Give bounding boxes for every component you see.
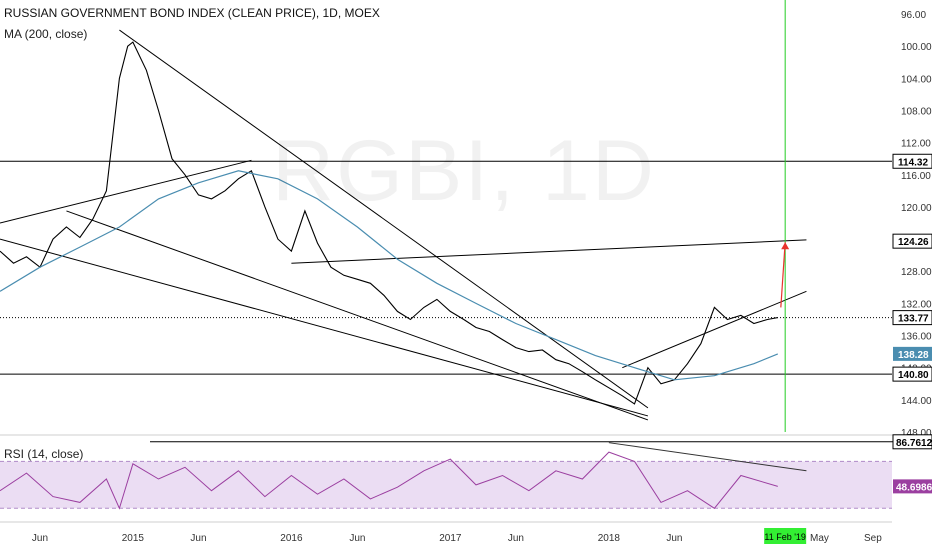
date-axis-tick-label: 2017	[439, 533, 462, 544]
date-axis-tick-label: Jun	[190, 533, 206, 544]
rsi-band	[0, 461, 892, 509]
price-label-text: 138.28	[898, 350, 929, 361]
rsi-label-badge	[893, 479, 932, 494]
watermark: RGBI, 1D	[272, 123, 656, 219]
price-label-badge	[892, 233, 932, 249]
date-axis-tick-label: Jun	[349, 533, 365, 544]
price-axis-tick-label: 144.00	[901, 396, 932, 407]
price-axis-tick-label: 108.00	[901, 106, 932, 117]
target-arrow-head	[781, 242, 790, 250]
date-axis-tick-label: May	[810, 533, 829, 544]
price-axis-tick-label: 112.00	[901, 139, 931, 150]
rsi-label-badge	[892, 434, 932, 450]
price-axis-tick-label: 148.00	[901, 428, 932, 439]
rsi-legend[interactable]: RSI (14, close)	[4, 447, 84, 461]
price-axis-tick-label: 136.00	[901, 332, 932, 343]
date-axis-tick-label: Jun	[666, 533, 682, 544]
price-label-text: 133.77	[898, 314, 929, 325]
price-plot-area	[0, 14, 892, 432]
chart-title: RUSSIAN GOVERNMENT BOND INDEX (CLEAN PRI…	[4, 6, 380, 20]
price-label-badge	[893, 346, 932, 361]
date-axis-tick-label: Sep	[864, 533, 882, 544]
price-axis-tick-label: 128.00	[901, 267, 932, 278]
price-label-text: 124.26	[898, 237, 929, 248]
date-marker-badge	[764, 528, 807, 544]
rsi-label-text: 48.6986	[896, 482, 932, 493]
date-axis-tick-label: Jun	[508, 533, 524, 544]
rsi-panel[interactable]	[0, 441, 932, 510]
trendline	[291, 239, 807, 264]
trendline	[0, 159, 252, 224]
price-label-badge	[892, 153, 932, 169]
price-axis-tick-label: 120.00	[901, 203, 932, 214]
trendline	[0, 238, 649, 417]
date-axis-tick-label: 2016	[280, 533, 303, 544]
date-marker-text: 11 Feb '19	[764, 532, 806, 542]
axes: 96.00 100.00 104.00 108.00 112.00 116.00 120.0…	[0, 10, 932, 544]
price-axis-tick-label: 116.00	[901, 171, 931, 182]
price-axis-tick-label: 96.00	[901, 10, 926, 21]
price-axis-tick-label: 100.00	[901, 42, 932, 53]
rsi-line	[0, 451, 778, 510]
moving-average-line	[0, 170, 779, 381]
price-label-badge	[892, 366, 932, 382]
price-label-text: 140.80	[898, 370, 929, 381]
rsi-label-text: 86.7612	[896, 438, 932, 449]
price-label-text: 114.32	[898, 157, 928, 168]
date-axis-tick-label: Jun	[32, 533, 48, 544]
trendline	[622, 290, 807, 369]
date-axis-tick-label: 2015	[122, 533, 145, 544]
ma-legend[interactable]: MA (200, close)	[4, 27, 88, 41]
trendline	[119, 29, 649, 409]
price-axis-tick-label: 132.00	[901, 299, 932, 310]
trendline	[66, 210, 649, 421]
price-label-badge	[892, 310, 932, 326]
price-line	[0, 41, 778, 405]
price-panel[interactable]	[0, 0, 932, 436]
date-axis-tick-label: 2018	[598, 533, 621, 544]
price-axis-tick-label: 104.00	[901, 74, 932, 85]
target-arrow	[780, 242, 786, 308]
rsi-trendline	[608, 442, 807, 472]
